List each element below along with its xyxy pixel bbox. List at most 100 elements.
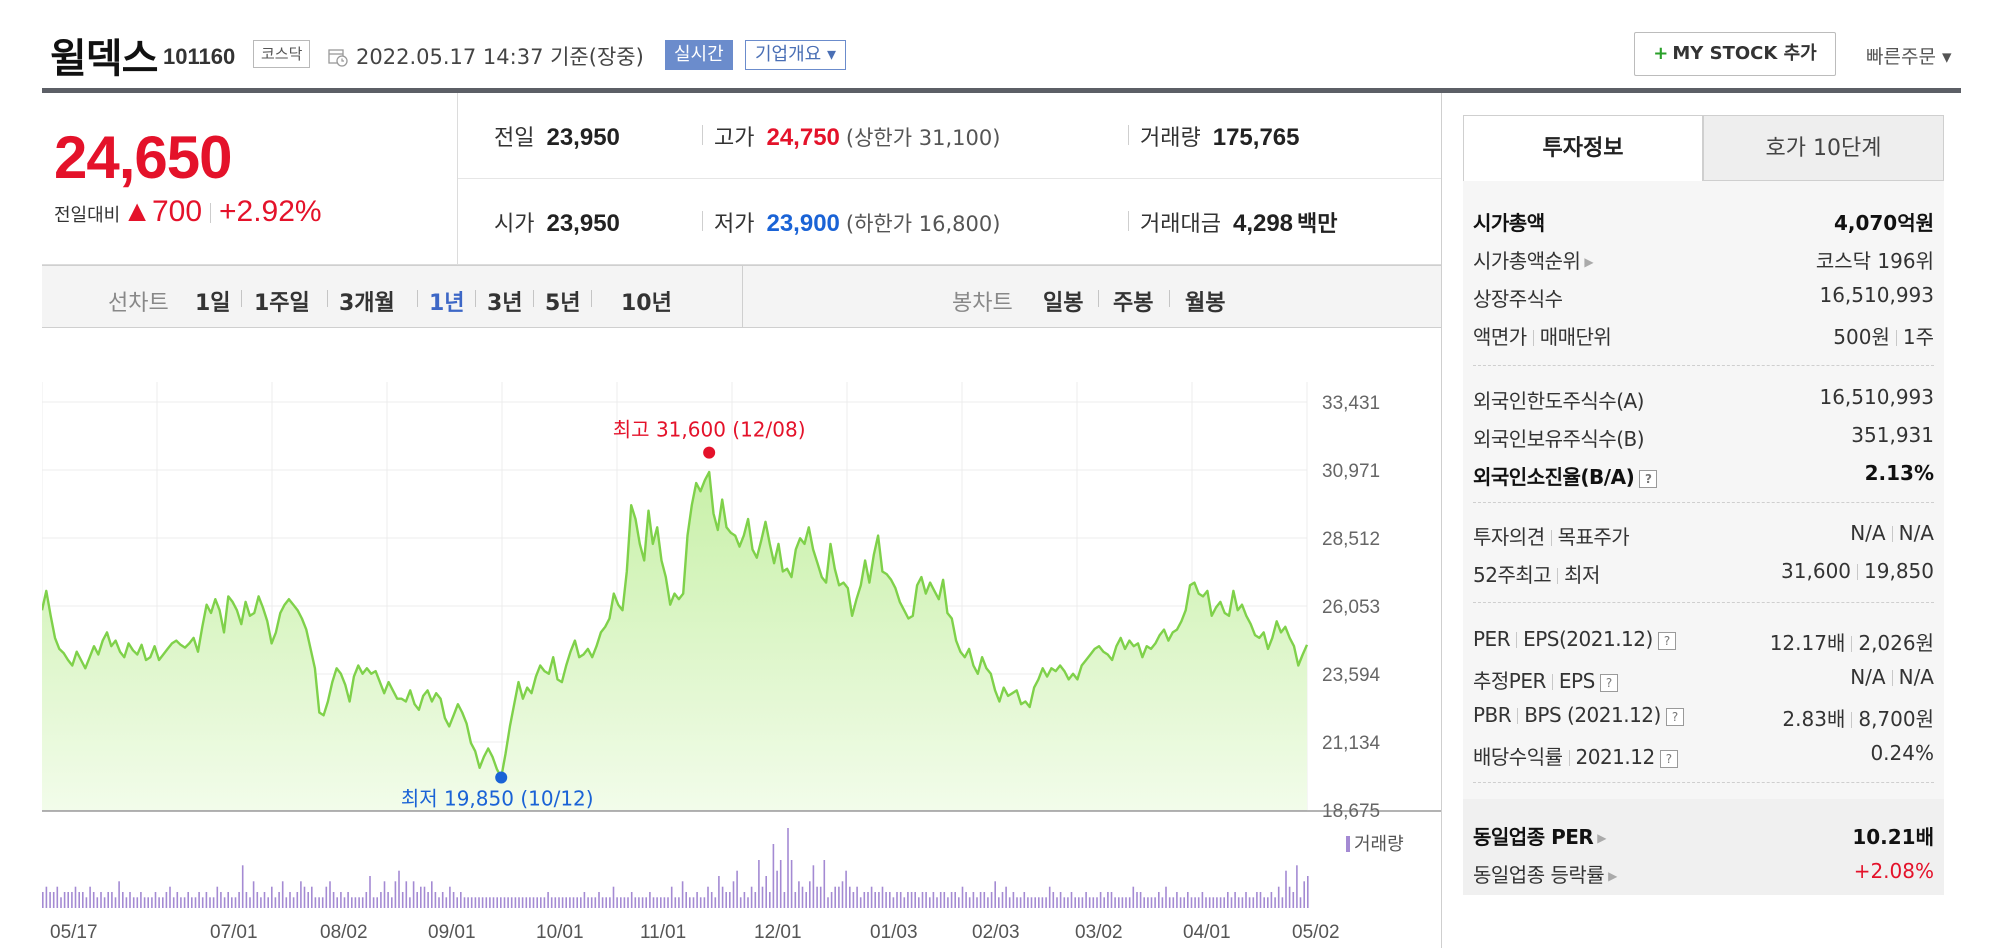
est-per-value: N/A N/A [1850, 665, 1934, 689]
volume-bar [1241, 897, 1244, 908]
add-mystock-button[interactable]: + MY STOCK 추가 [1634, 32, 1836, 76]
sector-change-row[interactable]: 동일업종 등락률 ▶ +2.08% [1473, 853, 1934, 891]
tab-monthly-candle[interactable]: 월봉 [1185, 291, 1226, 316]
week52-low-label: 최저 [1564, 563, 1600, 587]
volume-label: 거래량 [1140, 126, 1201, 151]
volume-bar [329, 881, 331, 908]
volume-bar [42, 892, 44, 908]
tab-5-years[interactable]: 5년 [545, 291, 581, 316]
tab-1-day[interactable]: 1일 [195, 291, 231, 316]
y-tick-label: 21,134 [1322, 733, 1381, 754]
tab-1-year[interactable]: 1년 [429, 291, 465, 316]
volume-bar [394, 881, 397, 908]
volume-bar [147, 897, 149, 908]
tab-10-years[interactable]: 10년 [621, 291, 672, 316]
par-value-row: 액면가 매매단위 500원 1주 [1473, 315, 1934, 353]
volume-bar [267, 897, 269, 908]
inline-separator [1851, 712, 1853, 728]
volume-bar [1212, 897, 1215, 908]
help-icon[interactable]: ? [1659, 750, 1678, 768]
market-cap-rank-row[interactable]: 시가총액순위 ▶ 코스닥 196위 [1473, 239, 1934, 277]
help-icon[interactable]: ? [1599, 674, 1618, 692]
foreign-ratio-row: 외국인소진율(B/A)? 2.13% [1473, 455, 1934, 493]
est-eps-text: EPS [1558, 669, 1595, 693]
trade-unit-value: 1주 [1902, 325, 1934, 349]
volume-bar [241, 865, 244, 908]
tab-daily-candle[interactable]: 일봉 [1043, 291, 1084, 316]
volume-bar [96, 897, 99, 908]
volume-bar [1277, 886, 1280, 908]
help-icon[interactable]: ? [1657, 632, 1676, 650]
trade-unit-label: 매매단위 [1539, 325, 1612, 349]
volume-bar [321, 897, 324, 908]
volume-bar [507, 897, 509, 908]
low-label: 저가 [714, 212, 755, 237]
x-tick-label: 05/02 [1292, 922, 1340, 943]
volume-bar [1081, 897, 1084, 908]
volume-bar [550, 897, 553, 908]
volume-bar [968, 897, 971, 908]
volume-bar [536, 897, 538, 908]
opinion-label: 투자의견 목표주가 [1473, 521, 1630, 550]
tab-separator [591, 290, 592, 307]
chart-bar-divider [742, 266, 743, 328]
week52-high-value: 31,600 [1781, 559, 1852, 583]
volume-bar [1128, 897, 1131, 908]
quick-order-dropdown[interactable]: 빠른주문 ▾ [1866, 46, 1952, 68]
tab-investment-info[interactable]: 투자정보 [1463, 115, 1703, 181]
volume-bar [227, 892, 229, 908]
candle-chart-label: 봉차트 [952, 291, 1013, 316]
volume-bar [1230, 897, 1233, 908]
target-price-val: N/A [1898, 521, 1934, 545]
par-label: 액면가 [1473, 325, 1527, 349]
tab-weekly-candle[interactable]: 주봉 [1113, 291, 1154, 316]
volume-bar [703, 897, 706, 908]
volume-bar [281, 881, 284, 908]
high-label: 고가 [714, 126, 755, 151]
volume-bar [932, 892, 935, 908]
company-overview-dropdown[interactable]: 기업개요 ▾ [745, 40, 846, 70]
volume-bar [590, 897, 593, 908]
week52-low-value: 19,850 [1864, 559, 1934, 583]
market-cap-value: 4,070억원 [1833, 211, 1934, 235]
inline-separator [1532, 330, 1534, 346]
header-divider [42, 88, 1961, 93]
volume-bar [990, 892, 993, 908]
volume-bar [1023, 892, 1026, 908]
listed-shares-row: 상장주식수 16,510,993 [1473, 277, 1934, 315]
quote-row-1: 전일 23,950 고가 24,750 (상한가 31,100) 거래량 175,765 [458, 93, 1441, 179]
volume-bar [1027, 897, 1029, 908]
volume-bar [1150, 897, 1153, 908]
tab-3-years[interactable]: 3년 [487, 291, 523, 316]
price-chart[interactable]: 33,431 30,971 28,512 26,053 23,594 21,134 18,6… [42, 328, 1441, 948]
tab-3-months[interactable]: 3개월 [339, 291, 395, 316]
realtime-button[interactable]: 실시간 [665, 40, 733, 70]
sector-per-row[interactable]: 동일업종 PER ▶ 10.21배 [1473, 815, 1934, 853]
tab-1-week[interactable]: 1주일 [254, 291, 310, 316]
volume-bar [1256, 892, 1258, 908]
volume-value: 175,765 [1212, 124, 1300, 151]
foreign-hold-label: 외국인보유주식수(B) [1473, 427, 1645, 451]
volume-bar [420, 886, 422, 908]
stock-code: 101160 [163, 44, 236, 69]
help-icon[interactable]: ? [1639, 470, 1658, 488]
investment-info-box: 투자정보 호가 10단계 시가총액 4,070억원 시가총액순위 ▶ 코스닥 19… [1463, 115, 1944, 895]
volume-bar [1052, 892, 1055, 908]
help-icon[interactable]: ? [1665, 708, 1684, 726]
volume-bar [1092, 897, 1095, 908]
volume-bar [543, 897, 546, 908]
week52-high-label: 52주최고 [1473, 563, 1552, 587]
volume-bar [387, 892, 389, 908]
volume-bar [340, 892, 342, 908]
per-text: PER [1473, 627, 1511, 651]
volume-bar [605, 897, 607, 908]
volume-bar [467, 897, 469, 908]
volume-bar [336, 897, 338, 908]
tab-orderbook-10[interactable]: 호가 10단계 [1703, 115, 1944, 181]
volume-bar [743, 892, 746, 908]
foreign-hold-value: 351,931 [1851, 423, 1934, 447]
volume-bar [470, 897, 473, 908]
volume-bar [52, 892, 55, 908]
volume-bar [718, 876, 720, 908]
volume-bar [162, 897, 164, 908]
